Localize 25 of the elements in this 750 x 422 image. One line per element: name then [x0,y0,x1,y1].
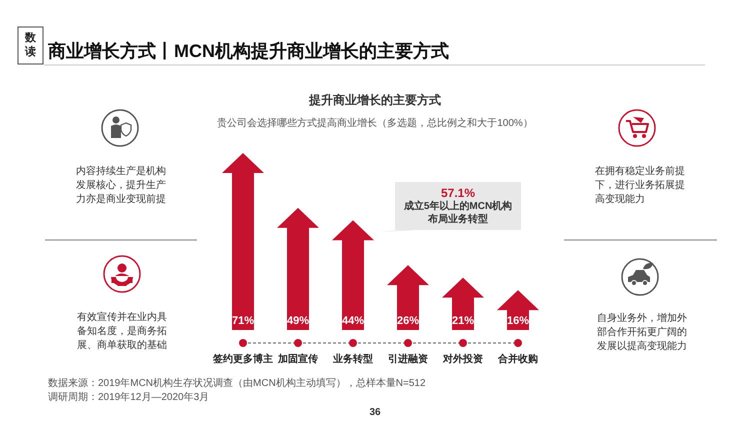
text: 贵公司会选择哪些方式提高商业增长（多选题，总比例之和大于100%） [217,117,533,129]
data-label: 49% [286,315,310,327]
data-label: 44% [342,315,364,327]
text: 调研周期：2019年12月—2020年3月 [48,391,210,405]
x-tick-label: 加固宣传 [277,353,318,365]
data-label: 26% [396,315,420,327]
text: 内容持续生产是机构发展核心，提升生产力亦是商业变现前提 [76,165,167,207]
text: 数读 [24,31,37,59]
text: 36 [369,407,381,418]
text: 在拥有稳定业务前提下，进行业务拓展提高变现能力 [595,165,686,207]
chart-subtitle: 提升商业增长的主要方式 [308,93,441,107]
annotation: 57.1% [440,186,476,200]
x-tick-label: 合并收购 [497,353,538,365]
chart-title: 商业增长方式丨MCN机构提升商业增长的主要方式 [47,41,449,61]
source-note: 数据来源：2019年MCN机构生存状况调查（由MCN机构主动填写），总样本量N=512 [48,377,426,391]
annotation: 成立5年以上的MCN机构布局业务转型 [402,200,514,226]
text: 自身业务外，增加外部合作开拓更广阔的发展以提高变现能力 [597,312,688,354]
text: 有效宣传并在业内具备知名度，是商务拓展、商单获取的基础 [77,311,168,353]
x-tick-label: 业务转型 [332,353,373,365]
x-tick-label: 引进融资 [388,353,428,365]
data-label: 21% [452,315,474,327]
x-tick-label: 签约更多博主 [212,353,273,365]
data-label: 71% [232,315,254,327]
data-label: 16% [506,315,530,327]
x-tick-label: 对外投资 [442,353,483,365]
